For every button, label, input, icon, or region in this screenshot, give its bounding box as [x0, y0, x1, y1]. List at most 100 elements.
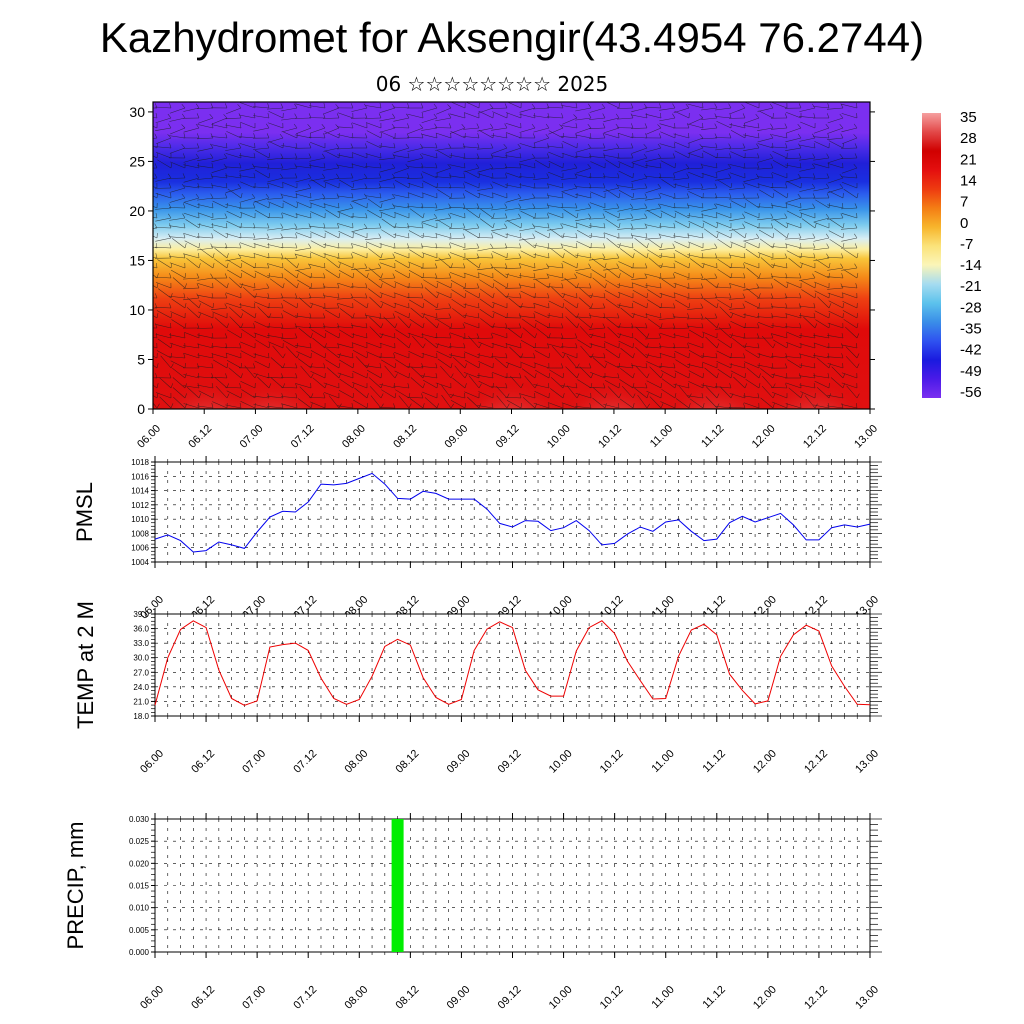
wind-barb: [476, 207, 494, 210]
wind-barb-flag: [210, 193, 214, 199]
wind-barb-flag: [237, 183, 242, 189]
wind-barb: [589, 327, 606, 330]
wind-barb: [532, 107, 550, 110]
wind-barb-flag: [785, 303, 788, 309]
x-tick-label: 09.12: [496, 984, 524, 1012]
wind-barb-flag: [601, 103, 606, 109]
wind-barb-flag: [701, 393, 704, 399]
x-tick-label: 06.00: [138, 748, 166, 776]
wind-barb-flag: [419, 153, 424, 159]
colorbar-label: 21: [960, 151, 977, 168]
wind-barb: [337, 164, 354, 169]
wind-barb-flag: [812, 203, 816, 209]
wind-barb-flag: [239, 383, 242, 389]
wind-barb-flag: [646, 333, 650, 339]
wind-barb-flag: [254, 393, 257, 399]
wind-barb: [647, 299, 662, 309]
wind-barb: [450, 131, 466, 139]
wind-barb: [365, 153, 382, 159]
wind-barb: [520, 361, 536, 369]
wind-barb-flag: [604, 283, 607, 289]
wind-barb: [845, 356, 858, 369]
wind-barb-flag: [575, 133, 578, 139]
wind-barb: [491, 301, 508, 309]
wind-barb-flag: [657, 143, 662, 149]
wind-barb: [771, 325, 788, 329]
wind-barb: [817, 296, 830, 309]
wind-barb-flag: [366, 242, 368, 249]
wind-barb: [210, 197, 228, 199]
wind-barb-flag: [490, 333, 494, 339]
wind-barb-flag: [827, 403, 830, 409]
wind-barb-flag: [797, 193, 802, 199]
wind-barb: [589, 315, 606, 319]
wind-barb-flag: [280, 293, 284, 299]
wind-barb-flag: [183, 233, 186, 239]
wind-barb: [435, 343, 452, 349]
wind-barb-flag: [181, 113, 186, 119]
wind-barb: [773, 278, 788, 289]
x-tick-label: 07.00: [238, 423, 266, 451]
wind-barb: [254, 200, 270, 209]
wind-barb-flag: [268, 272, 270, 279]
wind-barb: [716, 360, 732, 369]
wind-barb: [381, 359, 396, 369]
wind-barb: [239, 136, 256, 139]
wind-barb-flag: [154, 173, 158, 179]
wind-barb: [605, 298, 620, 309]
wind-barb: [323, 382, 340, 389]
wind-barb-flag: [688, 363, 691, 369]
wind-barb: [716, 231, 732, 239]
wind-barb: [379, 257, 396, 261]
wind-barb: [406, 286, 424, 289]
wind-barb-flag: [616, 253, 620, 259]
wind-barb-flag: [366, 303, 369, 309]
wind-barb: [759, 238, 774, 249]
wind-barb: [673, 167, 690, 174]
wind-barb: [757, 143, 774, 149]
wind-barb-flag: [700, 163, 704, 169]
wind-barb-flag: [618, 283, 621, 289]
wind-barb: [337, 405, 354, 409]
wind-barb-flag: [587, 124, 592, 129]
wind-barb-flag: [296, 273, 299, 279]
wind-barb: [229, 316, 242, 329]
wind-barb: [354, 387, 368, 399]
wind-barb: [479, 288, 494, 299]
wind-barb-flag: [631, 183, 634, 189]
wind-barb: [211, 175, 228, 179]
x-tick-label: 11.00: [649, 748, 676, 775]
wind-barb: [660, 370, 676, 379]
wind-barb: [311, 329, 326, 339]
wind-barb-flag: [336, 163, 340, 169]
wind-barb: [492, 231, 508, 239]
wind-barb-flag: [310, 102, 312, 109]
wind-barb-flag: [436, 383, 438, 389]
wind-barb-flag: [533, 273, 536, 279]
wind-barb-flag: [268, 352, 270, 359]
wind-barb: [799, 212, 816, 219]
wind-barb-flag: [534, 392, 536, 399]
wind-barb: [798, 177, 816, 179]
wind-barb: [746, 267, 760, 279]
wind-barb: [352, 349, 368, 359]
wind-barb: [155, 324, 172, 329]
wind-barb-flag: [267, 223, 270, 229]
wind-barb-flag: [576, 213, 579, 219]
wind-barb: [354, 267, 368, 279]
y-tick-label: 33.0: [133, 639, 149, 648]
wind-barb: [463, 227, 480, 231]
wind-barb-flag: [589, 153, 592, 159]
wind-barb: [436, 149, 452, 159]
wind-barb: [588, 137, 606, 139]
wind-barb: [799, 157, 816, 161]
wind-barb: [547, 145, 564, 149]
wind-barb: [717, 338, 732, 349]
wind-barb-flag: [520, 232, 522, 239]
wind-barb-flag: [156, 283, 159, 289]
wind-barb: [799, 262, 816, 269]
wind-barb: [799, 255, 816, 259]
wind-barb: [743, 314, 760, 319]
wind-barb: [169, 262, 186, 269]
wind-barb-flag: [786, 343, 789, 349]
